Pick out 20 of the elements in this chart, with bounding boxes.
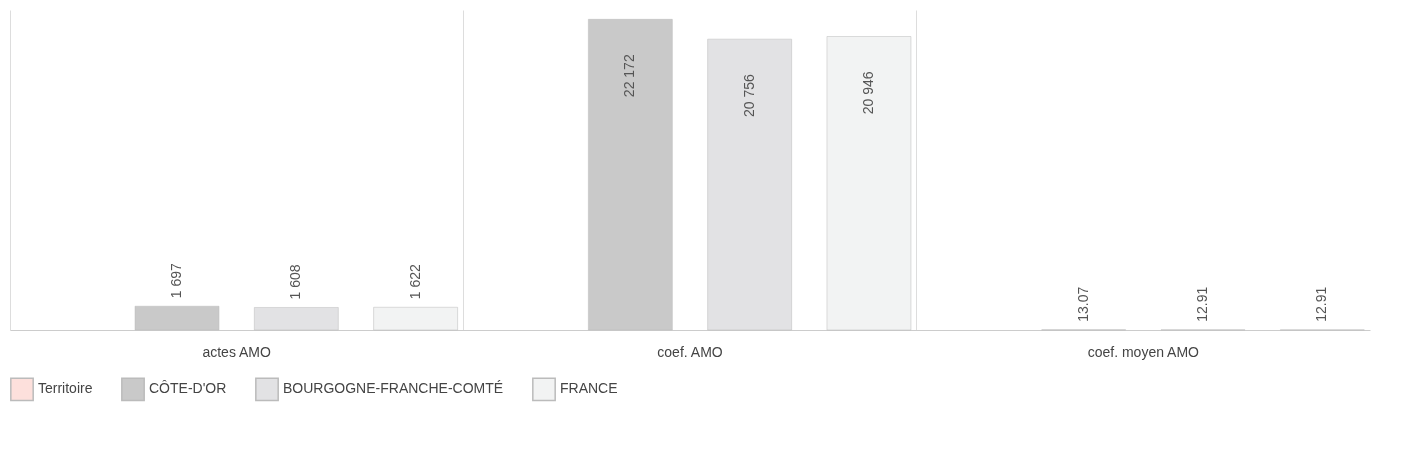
- data-label: 22 172: [621, 54, 638, 98]
- legend-label: BOURGOGNE-FRANCHE-COMTÉ: [283, 380, 504, 397]
- data-label: 20 946: [859, 71, 876, 115]
- bar: [373, 307, 458, 331]
- data-label: 12.91: [1313, 286, 1330, 322]
- legend-label: CÔTE-D'OR: [149, 380, 227, 397]
- data-label: 20 756: [740, 73, 757, 117]
- x-tick-label: coef. moyen AMO: [1087, 343, 1200, 360]
- legend-label: Territoire: [38, 380, 93, 397]
- data-label: 1 608: [287, 264, 304, 300]
- bar: [707, 38, 792, 331]
- data-label: 1 622: [406, 264, 423, 300]
- bar: [254, 307, 339, 331]
- x-tick-label: actes AMO: [202, 343, 272, 360]
- legend-label: FRANCE: [560, 380, 618, 397]
- x-tick-label: coef. AMO: [657, 343, 723, 360]
- bar: [826, 36, 912, 331]
- data-label: 12.91: [1193, 286, 1210, 322]
- data-label: 1 697: [168, 262, 185, 299]
- data-label: 13.07: [1074, 286, 1091, 322]
